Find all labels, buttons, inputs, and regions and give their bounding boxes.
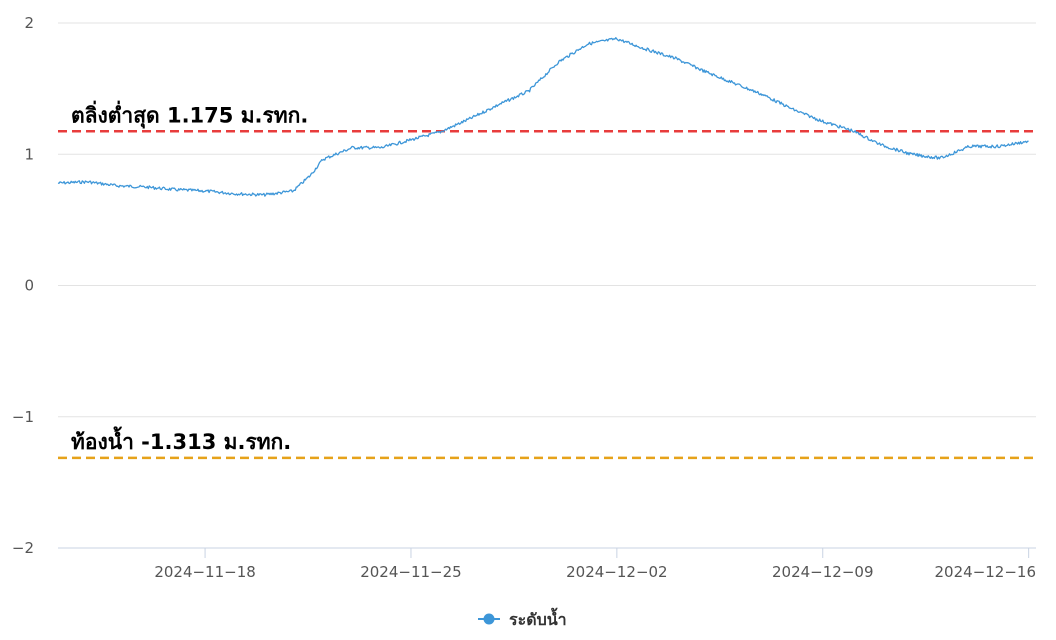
x-tick-label: 2024−11−18 <box>154 563 255 581</box>
y-tick-label: 0 <box>24 277 34 295</box>
legend-series-name: ระดับน้ำ <box>509 607 567 629</box>
y-axis-tick-labels: 2 1 0 −1 −2 <box>12 14 34 557</box>
reference-line-label: ท้องน้ำ -1.313 ม.รทก. <box>71 426 291 454</box>
legend-marker-icon <box>483 613 495 625</box>
reference-lines: ตลิ่งต่ำสุด 1.175 ม.รทก. ท้องน้ำ -1.313 ม… <box>58 99 1036 460</box>
reference-line-label: ตลิ่งต่ำสุด 1.175 ม.รทก. <box>71 99 308 129</box>
x-tick-label: 2024−12−02 <box>566 563 667 581</box>
y-tick-label: 2 <box>24 14 34 32</box>
legend[interactable]: ระดับน้ำ <box>478 607 567 629</box>
x-axis-ticks: 2024−11−18 2024−11−25 2024−12−02 2024−12−09… <box>154 548 1036 581</box>
x-tick-label: 2024−12−16 <box>935 563 1036 581</box>
y-tick-label: −1 <box>12 408 34 426</box>
x-tick-label: 2024−11−25 <box>360 563 461 581</box>
series-layer <box>57 37 1029 197</box>
y-tick-label: −2 <box>12 539 34 557</box>
y-tick-label: 1 <box>24 145 34 163</box>
x-tick-label: 2024−12−09 <box>772 563 873 581</box>
grid-lines <box>58 22 1036 549</box>
series-line <box>57 37 1029 197</box>
